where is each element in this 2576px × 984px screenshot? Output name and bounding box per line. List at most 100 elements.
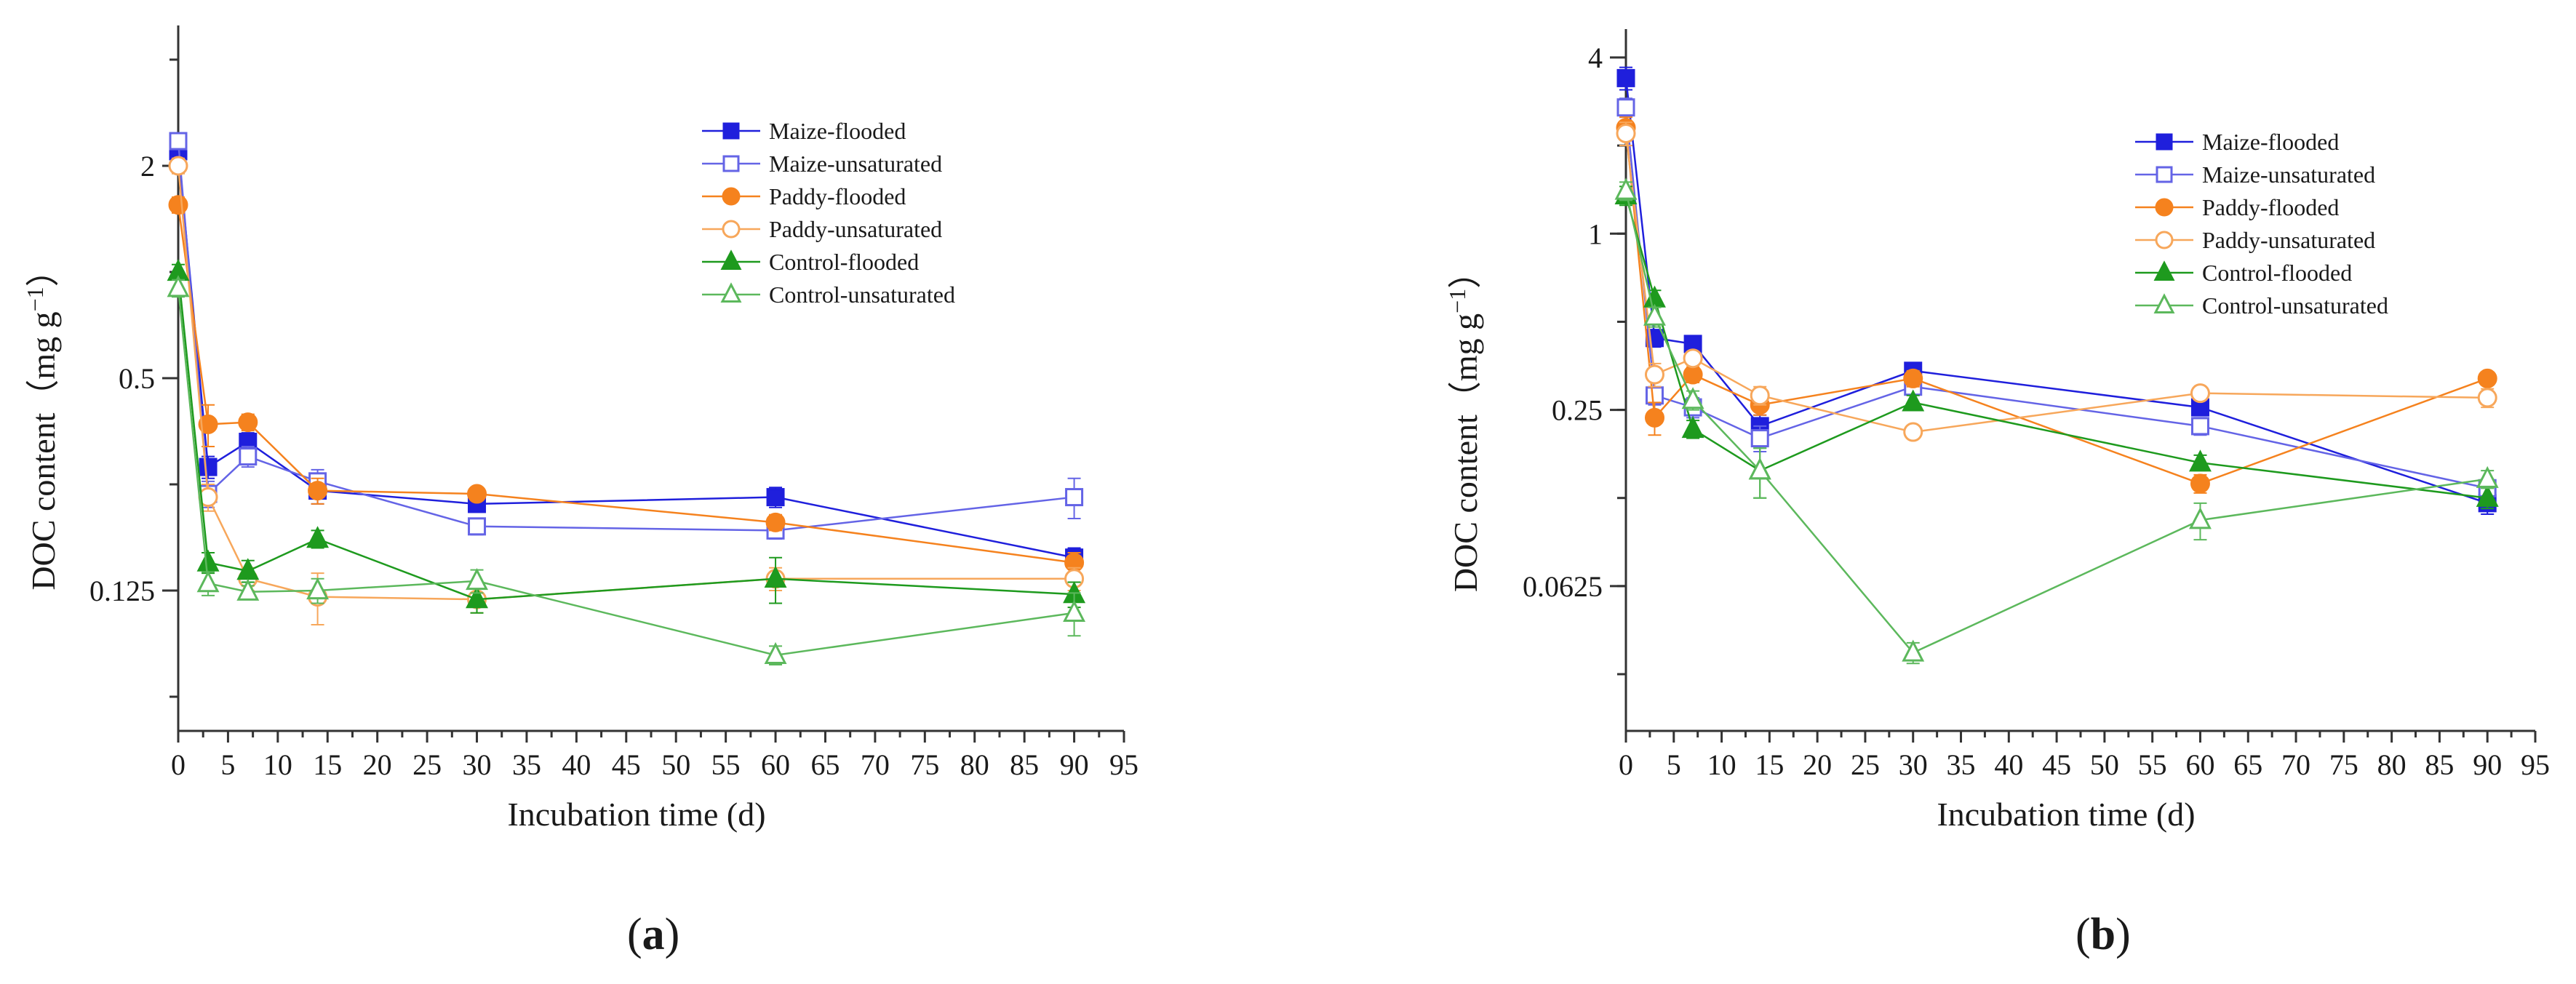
data-point xyxy=(764,641,787,664)
data-point xyxy=(2189,449,2212,472)
legend-label: Maize-flooded xyxy=(769,118,906,144)
data-point xyxy=(765,512,786,532)
data-point xyxy=(466,586,488,609)
legend-marker xyxy=(722,220,741,239)
legend-label: Paddy-unsaturated xyxy=(769,216,942,242)
panel-label: (a) xyxy=(627,910,679,959)
series-maize-flooded xyxy=(1616,66,2497,516)
x-tick-label: 10 xyxy=(1707,748,1736,781)
y-tick-label: 1 xyxy=(1588,217,1603,250)
series-paddy-unsaturated xyxy=(168,156,1085,626)
legend-marker xyxy=(2155,231,2174,249)
data-point xyxy=(2189,507,2212,529)
x-tick-label: 5 xyxy=(1667,748,1681,781)
x-tick-label: 80 xyxy=(2377,748,2406,781)
x-tick-label: 50 xyxy=(2090,748,2119,781)
x-tick-label: 75 xyxy=(910,748,939,781)
legend-label: Paddy-unsaturated xyxy=(2202,227,2375,253)
x-tick-label: 45 xyxy=(612,748,641,781)
data-point xyxy=(764,565,787,588)
data-point xyxy=(1748,457,1771,480)
x-tick-label: 25 xyxy=(1851,748,1880,781)
data-point xyxy=(196,570,220,593)
x-tick-label: 40 xyxy=(1994,748,2023,781)
data-point xyxy=(1903,422,1923,442)
data-point xyxy=(467,484,487,504)
x-tick-label: 85 xyxy=(2425,748,2454,781)
x-tick-label: 15 xyxy=(1755,748,1784,781)
x-tick-label: 35 xyxy=(1947,748,1976,781)
x-tick-label: 30 xyxy=(1899,748,1928,781)
x-tick-label: 40 xyxy=(562,748,591,781)
x-axis-title: Incubation time (d) xyxy=(1937,796,2195,833)
data-point xyxy=(1643,303,1666,326)
data-point xyxy=(1644,364,1664,385)
data-point xyxy=(2477,368,2497,388)
legend-label: Maize-unsaturated xyxy=(769,151,942,177)
series-line xyxy=(177,140,1074,532)
x-tick-label: 20 xyxy=(1803,748,1832,781)
data-point xyxy=(196,549,220,572)
series-control-unsaturated xyxy=(1614,177,2499,665)
series-control-unsaturated xyxy=(167,275,1086,666)
y-tick-label: 0.25 xyxy=(1552,394,1603,427)
legend: Maize-flooded Maize-unsaturated Paddy-floo… xyxy=(702,118,955,308)
data-point xyxy=(466,568,488,591)
x-tick-label: 50 xyxy=(661,748,690,781)
data-point xyxy=(1614,177,1638,200)
legend-marker xyxy=(2156,133,2173,151)
data-point xyxy=(198,414,218,434)
y-tick-label: 4 xyxy=(1588,41,1603,74)
x-tick-label: 90 xyxy=(1060,748,1089,781)
x-tick-label: 95 xyxy=(2521,748,2550,781)
legend-label: Maize-unsaturated xyxy=(2202,161,2375,188)
legend-label: Control-flooded xyxy=(2202,260,2352,286)
data-point xyxy=(1750,385,1770,406)
y-tick-label: 0.0625 xyxy=(1523,570,1603,603)
x-tick-label: 95 xyxy=(1109,748,1139,781)
series-maize-unsaturated xyxy=(169,132,1084,540)
data-point xyxy=(2476,465,2499,488)
x-tick-label: 30 xyxy=(463,748,492,781)
x-tick-label: 0 xyxy=(171,748,186,781)
y-axis-title: DOC content（mg g−1） xyxy=(1444,255,1484,592)
data-point xyxy=(1902,389,1925,412)
y-tick-label: 0.125 xyxy=(89,575,155,607)
x-tick-label: 65 xyxy=(810,748,840,781)
y-axis-title: DOC content（mg g−1） xyxy=(22,253,62,590)
legend-label: Maize-flooded xyxy=(2202,129,2339,155)
data-point xyxy=(2190,383,2210,404)
data-point xyxy=(766,488,785,507)
data-point xyxy=(238,412,258,433)
x-tick-label: 5 xyxy=(220,748,235,781)
series-line xyxy=(177,271,1074,601)
legend-label: Control-unsaturated xyxy=(2202,292,2388,319)
x-tick-label: 80 xyxy=(960,748,989,781)
data-point xyxy=(306,526,330,548)
legend-label: Paddy-flooded xyxy=(2202,194,2339,220)
legend-label: Control-unsaturated xyxy=(769,281,955,308)
x-tick-label: 55 xyxy=(2138,748,2167,781)
data-point xyxy=(1065,488,1084,507)
legend-marker xyxy=(2156,166,2173,183)
legend-marker xyxy=(720,249,742,270)
data-point xyxy=(1683,348,1703,369)
data-point xyxy=(2477,388,2497,408)
y-tick-label: 2 xyxy=(140,150,155,183)
data-point xyxy=(1616,123,1636,143)
x-tick-label: 55 xyxy=(711,748,741,781)
x-tick-label: 10 xyxy=(263,748,292,781)
x-tick-label: 25 xyxy=(412,748,442,781)
data-point xyxy=(468,517,487,536)
data-point xyxy=(1616,68,1635,87)
data-point xyxy=(306,577,330,600)
series-line xyxy=(177,204,1074,564)
data-point xyxy=(236,578,260,601)
data-point xyxy=(1644,407,1664,428)
legend: Maize-flooded Maize-unsaturated Paddy-floo… xyxy=(2135,129,2388,319)
x-axis-title: Incubation time (d) xyxy=(507,796,765,833)
chart-panel-a: 0 5 10 15 20 25 30 35 40 45 50 55 60 65 70 75 80 85 90 95 0.… xyxy=(22,25,1139,959)
x-tick-label: 70 xyxy=(861,748,890,781)
legend-marker xyxy=(2155,198,2174,217)
